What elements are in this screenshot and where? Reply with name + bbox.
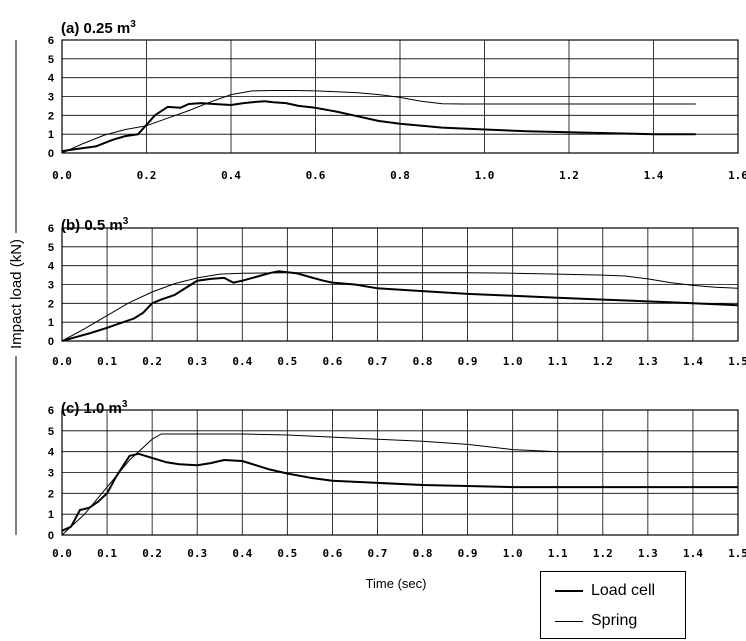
x-tick-label: 0.3 [187,355,207,368]
y-tick-label: 2 [48,298,54,310]
y-tick-label: 1 [48,509,54,521]
legend-label-spring: Spring [591,612,638,629]
x-tick-label: 1.0 [475,169,495,182]
series-line-spring [61,272,739,342]
x-tick-label: 0.3 [187,547,207,560]
series-line-spring [61,433,738,536]
y-tick-label: 3 [48,92,54,104]
x-tick-label: 0.2 [142,355,162,368]
x-tick-label: 0.7 [368,547,388,560]
x-tick-label: 1.2 [559,169,579,182]
x-tick-label: 0.7 [368,355,388,368]
x-tick-label: 0.5 [277,547,297,560]
series-line-load-cell [61,270,739,342]
panel-title-superscript: 3 [130,19,136,30]
x-tick-label: 1.0 [503,355,523,368]
panel-title: (a) 0.25 m3 [61,19,136,37]
legend-item-load-cell: Load cell [555,580,655,602]
y-tick-label: 3 [48,468,54,480]
y-tick-label: 0 [48,530,54,542]
x-tick-label: 1.0 [503,547,523,560]
x-tick-label: 1.4 [683,547,703,560]
series-line-load-cell [61,452,738,532]
legend-swatch-spring [555,620,583,622]
x-tick-label: 0.1 [97,355,117,368]
series-line-spring [61,90,696,154]
y-tick-label: 1 [48,129,54,141]
legend-item-spring: Spring [555,610,637,632]
y-tick-label: 5 [48,54,54,66]
chart-panel-3: (c) 1.0 m30.0 0.1 0.2 0.3 0.4 0.5 0.6 0.7 0.8 0.9… [48,399,746,560]
y-tick-label: 3 [48,280,54,292]
x-tick-label: 0.2 [137,169,157,182]
x-tick-label: 0.1 [97,547,117,560]
y-axis-label: Impact load (kN) [8,239,25,349]
y-tick-label: 5 [48,242,54,254]
plot-frame [61,39,739,154]
y-tick-label: 2 [48,488,54,500]
y-tick-label: 6 [48,405,54,417]
legend-swatch-load-cell [555,590,583,592]
x-tick-label: 1.4 [683,355,703,368]
panel-title-text: (a) 0.25 m [61,20,130,37]
x-tick-label: 0.8 [413,355,433,368]
plot-frame [61,227,739,342]
legend: Load cell Spring [540,571,686,639]
panel-title-text: (b) 0.5 m [61,217,123,234]
x-tick-label: 1.5 [728,547,746,560]
y-tick-label: 4 [48,73,55,85]
x-tick-label: 0.6 [306,169,326,182]
chart-panel-1: (a) 0.25 m30.0 0.2 0.4 0.6 0.8 1.0 1.2 1.4 1.601… [48,19,746,182]
x-tick-label: 1.6 [728,169,746,182]
x-tick-label: 0.6 [322,355,342,368]
y-tick-label: 4 [48,447,55,459]
x-tick-label: 0.4 [232,355,252,368]
x-tick-label: 1.3 [638,355,658,368]
x-tick-label: 0.0 [52,547,72,560]
y-tick-label: 0 [48,148,54,160]
x-tick-label: 0.0 [52,169,72,182]
y-tick-label: 4 [48,261,55,273]
panel-title: (b) 0.5 m3 [61,216,129,234]
plot-frame [61,409,739,536]
panel-title: (c) 1.0 m3 [61,399,128,417]
x-tick-label: 1.1 [548,355,568,368]
panel-title-superscript: 3 [123,216,129,227]
chart-panel-2: (b) 0.5 m30.0 0.1 0.2 0.3 0.4 0.5 0.6 0.7 0.8 0.9… [48,216,746,368]
y-tick-label: 1 [48,317,54,329]
x-tick-label: 0.9 [458,355,478,368]
x-tick-label: 0.0 [52,355,72,368]
x-tick-label: 1.4 [644,169,664,182]
x-tick-label: 0.4 [232,547,252,560]
y-tick-label: 6 [48,223,54,235]
x-tick-label: 1.3 [638,547,658,560]
x-tick-label: 1.5 [728,355,746,368]
x-tick-label: 0.8 [413,547,433,560]
x-tick-label: 1.1 [548,547,568,560]
x-tick-label: 1.2 [593,355,613,368]
x-tick-label: 0.2 [142,547,162,560]
x-tick-label: 0.9 [458,547,478,560]
y-tick-label: 6 [48,35,54,47]
x-tick-label: 0.6 [322,547,342,560]
panel-title-superscript: 3 [122,399,128,410]
series-line-load-cell [61,100,696,153]
x-tick-label: 0.5 [277,355,297,368]
x-tick-label: 0.8 [390,169,410,182]
y-tick-label: 0 [48,336,54,348]
y-tick-label: 2 [48,110,54,122]
legend-label-load-cell: Load cell [591,582,656,599]
x-tick-label: 0.4 [221,169,241,182]
chart-panels: (a) 0.25 m30.0 0.2 0.4 0.6 0.8 1.0 1.2 1.4 1.601… [48,19,746,560]
y-tick-label: 5 [48,426,54,438]
x-tick-label: 1.2 [593,547,613,560]
x-axis-label: Time (sec) [366,576,427,591]
panel-title-text: (c) 1.0 m [61,400,122,417]
